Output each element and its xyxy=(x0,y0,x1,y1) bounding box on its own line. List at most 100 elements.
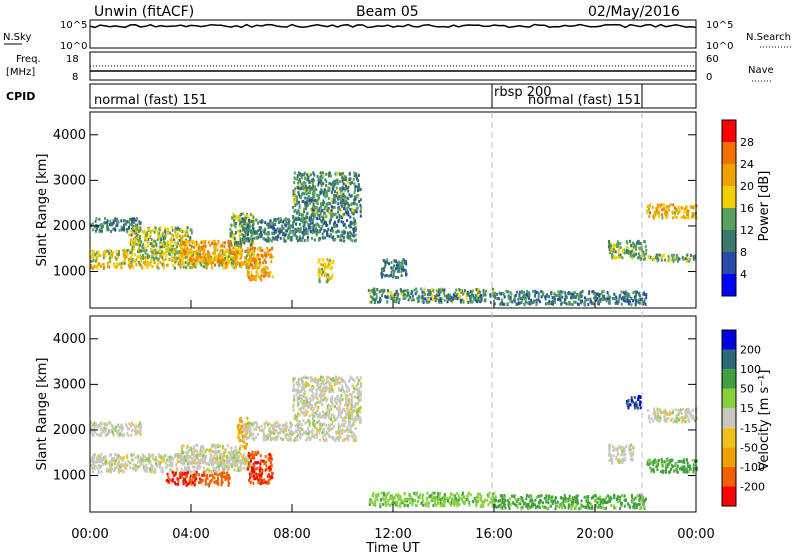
cell-8 xyxy=(329,377,332,381)
cell-6 xyxy=(307,226,310,229)
cell-0 xyxy=(231,456,233,460)
cell-0 xyxy=(102,256,105,260)
cell-13 xyxy=(685,205,688,209)
cell-0 xyxy=(108,252,110,256)
cell-5 xyxy=(258,257,261,261)
cell-4 xyxy=(242,223,245,227)
cell-4 xyxy=(212,460,215,464)
cell-2 xyxy=(154,240,157,244)
cell-7 xyxy=(299,196,302,200)
cell-3 xyxy=(232,246,235,250)
cell-13 xyxy=(680,206,683,210)
cell-2 xyxy=(188,480,191,484)
cell-0 xyxy=(206,462,208,466)
cell-7 xyxy=(321,423,324,427)
cell-8 xyxy=(309,398,312,402)
cell-0 xyxy=(115,265,118,269)
cell-2 xyxy=(198,473,201,477)
cell-0 xyxy=(208,462,211,466)
cell-7 xyxy=(297,183,300,187)
cell-4 xyxy=(235,449,238,453)
cell-0 xyxy=(242,456,244,460)
cell-7 xyxy=(338,213,341,217)
cell-3 xyxy=(204,239,207,243)
cell-4 xyxy=(230,447,233,451)
cell-6 xyxy=(312,218,315,222)
cell-0 xyxy=(144,455,147,459)
cell-0 xyxy=(210,469,213,473)
cell-13 xyxy=(655,207,658,210)
cell-5 xyxy=(271,275,274,279)
cell-11 xyxy=(595,298,598,302)
cell-11 xyxy=(532,301,535,305)
cell-0 xyxy=(150,259,153,263)
cell-4 xyxy=(200,446,202,450)
cell-3 xyxy=(216,248,219,252)
cell-4 xyxy=(240,233,243,236)
cell-7 xyxy=(292,216,295,220)
cell-12 xyxy=(638,241,641,245)
cell-1 xyxy=(127,433,130,437)
cell-4 xyxy=(196,461,199,464)
cell-7 xyxy=(332,179,335,183)
cell-12 xyxy=(617,250,620,254)
cell-7 xyxy=(340,200,343,204)
cell-4 xyxy=(237,241,239,245)
cell-7 xyxy=(326,427,329,431)
cell-10 xyxy=(379,296,382,300)
cell-9 xyxy=(396,276,399,279)
cell-3 xyxy=(234,260,237,264)
cell-0 xyxy=(160,469,163,473)
cell-4 xyxy=(229,233,232,237)
cell-3 xyxy=(196,254,199,258)
cell-0 xyxy=(236,469,239,473)
cell-7 xyxy=(329,171,331,175)
cell-11 xyxy=(564,298,566,302)
cell-6 xyxy=(249,474,252,478)
cell-7 xyxy=(304,203,307,207)
cell-6 xyxy=(346,231,349,235)
cell-0 xyxy=(90,463,93,467)
cell-0 xyxy=(177,454,180,458)
cell-7 xyxy=(308,184,311,188)
cell-7 xyxy=(342,171,345,175)
cell-6 xyxy=(275,228,278,232)
cell-0 xyxy=(180,467,183,471)
cell-11 xyxy=(625,295,628,299)
cell-2 xyxy=(189,236,192,240)
cell-7 xyxy=(256,422,259,426)
cell-11 xyxy=(558,295,561,299)
cell-6 xyxy=(276,238,279,242)
cell-7 xyxy=(295,430,298,434)
cell-7 xyxy=(355,210,358,214)
cell-4 xyxy=(182,456,185,459)
cell-7 xyxy=(327,429,330,433)
cell-2 xyxy=(173,481,176,485)
cell-0 xyxy=(94,253,97,256)
cell-1 xyxy=(126,427,129,431)
cell-2 xyxy=(162,235,165,239)
cell-0 xyxy=(135,466,138,469)
cell-6 xyxy=(312,228,315,232)
cell-3 xyxy=(225,248,228,252)
velocity-heatmap xyxy=(90,375,698,511)
cell-6 xyxy=(330,234,333,238)
cell-0 xyxy=(100,456,103,460)
cell-11 xyxy=(609,295,612,299)
cell-7 xyxy=(311,428,314,432)
cell-1 xyxy=(138,222,141,226)
cell-2 xyxy=(176,477,179,481)
cell-7 xyxy=(295,195,298,199)
cell-10 xyxy=(372,291,375,295)
cell-3 xyxy=(204,482,207,486)
cell-6 xyxy=(270,457,273,461)
cell-4 xyxy=(201,461,204,465)
cell-6 xyxy=(339,238,342,242)
cell-4 xyxy=(189,455,191,459)
cell-0 xyxy=(95,265,98,268)
cell-7 xyxy=(293,201,296,205)
cell-7 xyxy=(341,216,344,220)
cell-2 xyxy=(189,474,192,478)
cell-11 xyxy=(578,296,581,300)
cell-1 xyxy=(119,432,122,436)
